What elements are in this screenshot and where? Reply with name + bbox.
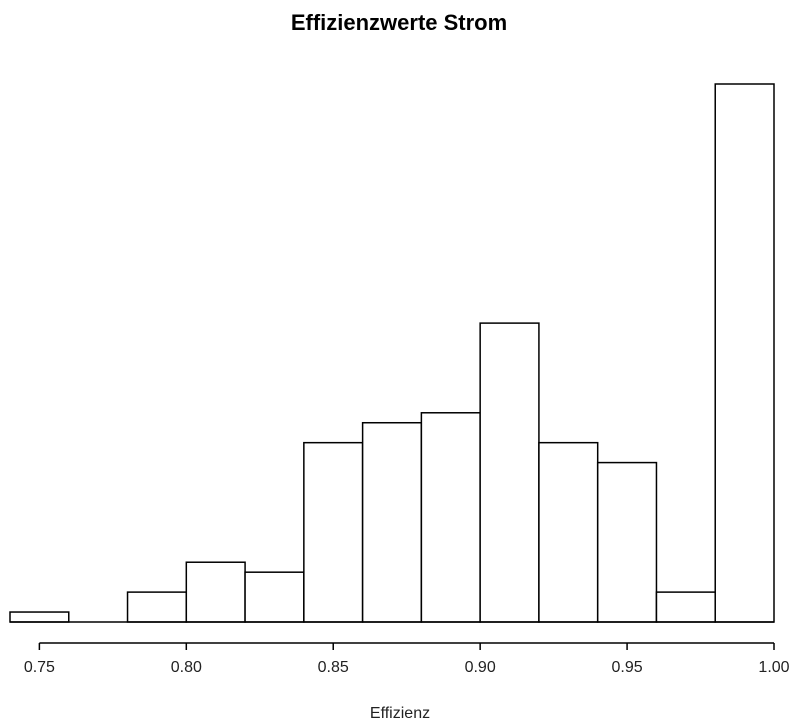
histogram-bar bbox=[9, 611, 70, 623]
x-axis: 0.75 0.80 0.85 0.90 0.95 1.00 bbox=[24, 642, 790, 676]
histogram-bar bbox=[361, 421, 423, 623]
x-tick-label: 0.85 bbox=[318, 659, 349, 676]
histogram-bar bbox=[479, 322, 540, 623]
bars-group bbox=[9, 83, 775, 623]
x-tick-label: 0.90 bbox=[465, 659, 496, 676]
x-tick-label: 1.00 bbox=[758, 659, 789, 676]
histogram-bar bbox=[596, 461, 658, 623]
x-tick-label: 0.80 bbox=[171, 659, 202, 676]
histogram-bar bbox=[244, 571, 305, 623]
histogram-bar bbox=[185, 561, 246, 623]
histogram-bar bbox=[420, 412, 481, 623]
x-tick-label: 0.95 bbox=[612, 659, 643, 676]
histogram-bar bbox=[655, 591, 716, 623]
chart-title: Effizienzwerte Strom bbox=[290, 10, 508, 35]
x-axis-label: Effizienz bbox=[370, 705, 430, 722]
histogram-bar bbox=[714, 83, 775, 623]
histogram-bar bbox=[538, 441, 599, 623]
histogram-bar bbox=[303, 441, 364, 623]
histogram-bar bbox=[126, 591, 188, 623]
x-tick-label: 0.75 bbox=[24, 659, 55, 676]
